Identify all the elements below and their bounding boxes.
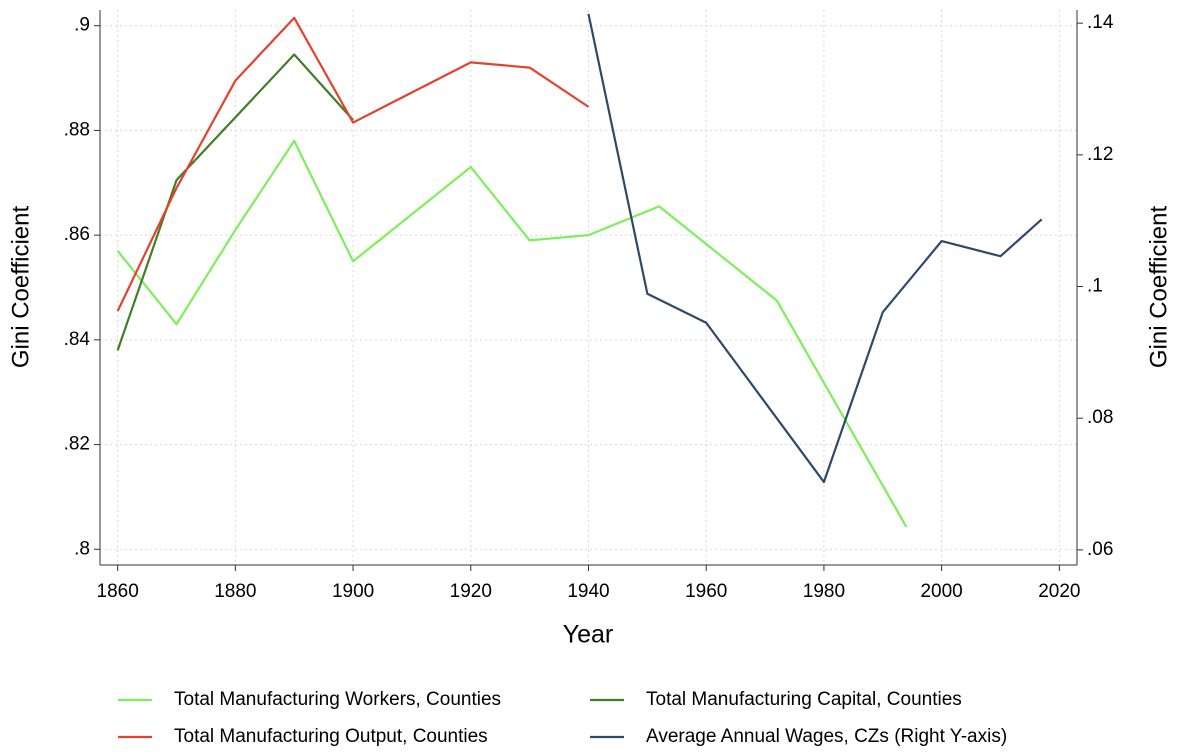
- y-axis-title: Gini Coefficient: [7, 206, 34, 369]
- x-tick-label: 1980: [803, 581, 845, 602]
- x-axis-title: Year: [563, 621, 614, 649]
- legend-label: Total Manufacturing Workers, Counties: [174, 689, 501, 710]
- y-tick-label: .82: [64, 434, 90, 455]
- x-tick-label: 1960: [685, 581, 727, 602]
- y-tick-label: .88: [64, 119, 90, 140]
- y-tick-label: .84: [64, 329, 91, 350]
- x-tick-label: 2020: [1038, 581, 1080, 602]
- legend-label: Average Annual Wages, CZs (Right Y-axis): [646, 726, 1007, 747]
- y-tick-label: .8: [74, 538, 90, 559]
- x-tick-label: 1920: [450, 581, 492, 602]
- y2-tick-label: .12: [1087, 144, 1113, 165]
- y2-tick-label: .1: [1087, 276, 1103, 297]
- y-tick-label: .86: [64, 224, 90, 245]
- x-tick-label: 1860: [97, 581, 139, 602]
- y2-tick-label: .14: [1087, 12, 1114, 33]
- x-tick-label: 2000: [920, 581, 962, 602]
- x-tick-label: 1900: [332, 581, 374, 602]
- y2-tick-label: .06: [1087, 539, 1113, 560]
- series-line: [116, 139, 908, 528]
- x-tick-label: 1880: [214, 581, 256, 602]
- series-line: [116, 53, 354, 351]
- series-line: [116, 16, 590, 312]
- series-line: [587, 13, 1043, 484]
- y-tick-label: .9: [74, 15, 90, 36]
- x-tick-label: 1940: [567, 581, 609, 602]
- legend-label: Total Manufacturing Capital, Counties: [646, 689, 962, 710]
- legend-label: Total Manufacturing Output, Counties: [174, 726, 488, 747]
- y2-axis-title: Gini Coefficient: [1145, 206, 1172, 369]
- y2-tick-label: .08: [1087, 407, 1113, 428]
